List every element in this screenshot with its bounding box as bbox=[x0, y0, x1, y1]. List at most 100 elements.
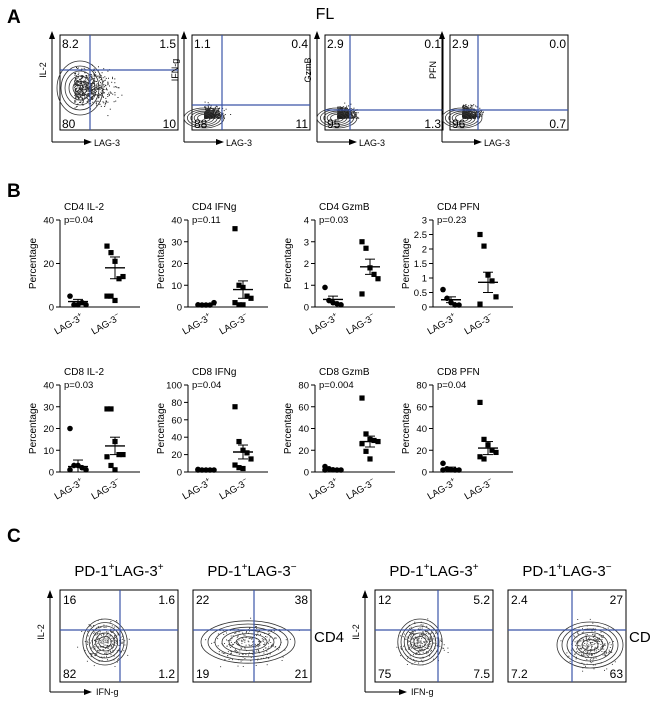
event-dot bbox=[100, 646, 102, 648]
event-dot bbox=[205, 111, 207, 113]
contour bbox=[88, 625, 122, 659]
event-dot bbox=[605, 651, 607, 653]
event-dot bbox=[75, 72, 77, 74]
event-dot bbox=[93, 632, 95, 634]
event-dot bbox=[586, 652, 588, 654]
event-dot bbox=[114, 638, 115, 640]
event-dot bbox=[603, 648, 605, 650]
data-point-lag3-pos bbox=[440, 460, 446, 467]
event-dot bbox=[263, 649, 264, 651]
event-dot bbox=[341, 116, 342, 118]
event-dot bbox=[218, 108, 220, 110]
plot-frame bbox=[324, 34, 444, 131]
event-dot bbox=[106, 634, 107, 636]
y-axis-label: Percentage bbox=[283, 402, 294, 454]
chart-title: CD8 IFNg bbox=[192, 367, 236, 378]
event-dot bbox=[90, 97, 92, 99]
event-dot bbox=[211, 117, 212, 119]
event-dot bbox=[76, 80, 78, 82]
event-dot bbox=[96, 104, 97, 106]
event-dot bbox=[464, 115, 466, 117]
event-dot bbox=[238, 643, 239, 645]
event-dot bbox=[353, 114, 355, 116]
event-dot bbox=[114, 92, 116, 94]
y-arrow-head bbox=[181, 31, 187, 39]
event-dot bbox=[235, 650, 236, 652]
event-dot bbox=[94, 645, 96, 647]
event-dot bbox=[107, 115, 109, 117]
event-dot bbox=[243, 634, 245, 636]
event-dot bbox=[274, 646, 276, 648]
event-dot bbox=[100, 94, 102, 96]
event-dot bbox=[256, 627, 258, 629]
event-dot bbox=[82, 85, 84, 87]
event-dot bbox=[414, 645, 416, 647]
event-dot bbox=[270, 630, 272, 632]
event-dot bbox=[345, 112, 346, 114]
event-dot bbox=[209, 106, 211, 108]
event-dot bbox=[409, 628, 411, 630]
y-tick-label: 40 bbox=[43, 216, 54, 227]
event-dot bbox=[234, 650, 236, 652]
event-dot bbox=[214, 114, 215, 116]
event-dot bbox=[337, 115, 339, 117]
x-arrow-head bbox=[399, 689, 407, 695]
event-dot bbox=[93, 625, 95, 626]
y-tick-label: 3 bbox=[304, 237, 309, 248]
event-dot bbox=[224, 659, 226, 661]
event-dot bbox=[88, 83, 90, 84]
event-dot bbox=[98, 650, 100, 652]
event-dot bbox=[578, 641, 580, 643]
event-dot bbox=[581, 653, 583, 655]
event-dot bbox=[413, 647, 415, 649]
quadrant-ur: 0.4 bbox=[291, 37, 308, 51]
event-dot bbox=[256, 650, 258, 652]
event-dot bbox=[591, 647, 592, 649]
event-dot bbox=[95, 101, 97, 103]
event-dot bbox=[113, 659, 115, 661]
event-dot bbox=[87, 631, 89, 633]
event-dot bbox=[406, 636, 408, 638]
event-dot bbox=[99, 76, 101, 78]
event-dot bbox=[284, 649, 286, 651]
event-dot bbox=[107, 101, 109, 103]
quadrant-ul: 12 bbox=[378, 593, 392, 607]
event-dot bbox=[473, 115, 475, 117]
event-dot bbox=[75, 94, 77, 96]
event-dot bbox=[95, 84, 97, 86]
event-dot bbox=[255, 626, 257, 627]
event-dot bbox=[468, 117, 470, 119]
event-dot bbox=[414, 630, 416, 632]
contour bbox=[56, 60, 104, 116]
event-dot bbox=[94, 95, 95, 97]
event-dot bbox=[576, 648, 577, 650]
contour bbox=[228, 633, 268, 651]
event-dot bbox=[410, 636, 412, 638]
event-dot bbox=[580, 648, 582, 650]
event-dot bbox=[217, 645, 219, 647]
event-dot bbox=[348, 105, 349, 107]
event-dot bbox=[91, 78, 93, 80]
event-dot bbox=[113, 86, 115, 88]
x-axis-label: LAG-3 bbox=[226, 138, 252, 148]
event-dot bbox=[604, 652, 606, 654]
event-dot bbox=[426, 645, 428, 647]
y-arrow-head bbox=[439, 31, 445, 39]
event-dot bbox=[98, 75, 100, 77]
event-dot bbox=[410, 647, 412, 649]
event-dot bbox=[573, 635, 575, 637]
event-dot bbox=[115, 100, 117, 102]
event-dot bbox=[103, 89, 105, 90]
cell-type-label: CD4 bbox=[314, 629, 344, 646]
event-dot bbox=[97, 100, 99, 102]
event-dot bbox=[98, 85, 100, 86]
event-dot bbox=[84, 83, 86, 85]
event-dot bbox=[421, 649, 423, 651]
event-dot bbox=[111, 81, 113, 83]
event-dot bbox=[421, 648, 423, 650]
event-dot bbox=[216, 117, 217, 119]
event-dot bbox=[400, 648, 402, 649]
x-arrow-head bbox=[84, 689, 92, 695]
event-dot bbox=[425, 637, 427, 639]
